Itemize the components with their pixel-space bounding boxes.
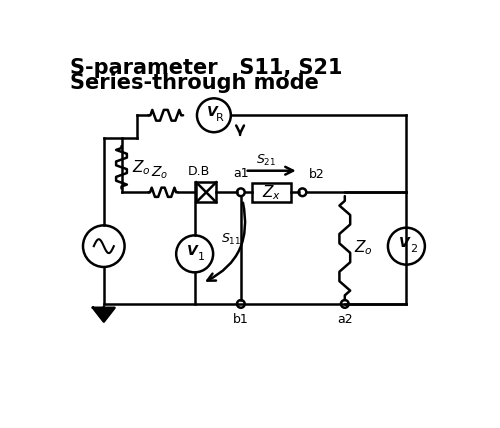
Text: $Z_o$: $Z_o$ [132,158,150,177]
Polygon shape [93,308,114,321]
Text: V: V [398,236,409,250]
Bar [252,183,291,202]
Text: S-parameter   S11, S21: S-parameter S11, S21 [70,57,342,77]
Text: V: V [207,105,218,119]
Text: 2: 2 [410,244,417,254]
Text: a2: a2 [337,313,352,326]
Circle shape [341,300,348,308]
Circle shape [83,226,124,267]
Text: $Z_o$: $Z_o$ [150,165,168,181]
Circle shape [237,188,244,196]
Circle shape [176,235,213,272]
Text: a1: a1 [233,167,248,180]
Bar [196,182,216,202]
Text: b1: b1 [233,313,248,326]
Text: D.B: D.B [188,165,210,178]
Text: $S_{21}$: $S_{21}$ [256,152,276,168]
Circle shape [298,188,306,196]
Text: 1: 1 [198,252,205,262]
Text: $S_{11}$: $S_{11}$ [222,232,242,247]
Text: V: V [187,244,198,258]
Text: $Z_x$: $Z_x$ [262,183,281,202]
Text: $Z_o$: $Z_o$ [354,239,373,258]
Circle shape [197,98,231,132]
Text: R: R [216,113,224,122]
Text: b2: b2 [308,169,324,181]
Text: Series-through mode: Series-through mode [70,73,319,93]
Circle shape [388,228,425,265]
Circle shape [237,300,244,308]
